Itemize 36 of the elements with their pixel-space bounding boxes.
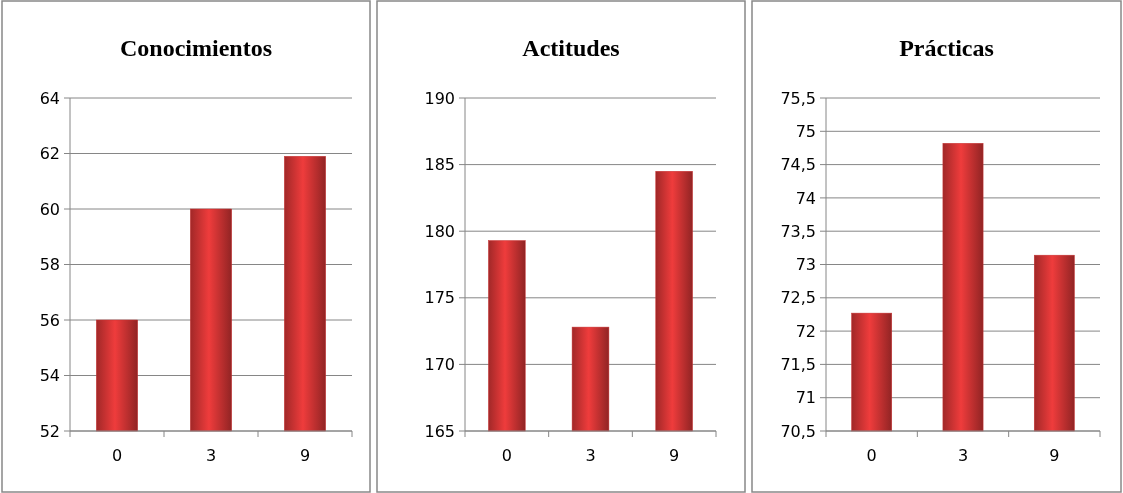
y-tick-label: 54	[39, 366, 60, 386]
y-tick-label: 72	[795, 321, 816, 341]
y-tick-label: 74	[795, 188, 816, 208]
y-tick-label: 64	[39, 88, 60, 108]
y-tick-label: 175	[424, 288, 455, 308]
y-tick-label: 60	[39, 199, 60, 219]
y-tick-label: 56	[39, 310, 60, 330]
y-tick-label: 75	[795, 121, 816, 141]
y-tick-label: 170	[424, 355, 455, 374]
y-tick-label: 58	[39, 255, 60, 275]
x-tick-label: 9	[299, 446, 311, 465]
y-tick-label: 73	[795, 255, 816, 275]
y-tick-label: 185	[424, 155, 455, 175]
y-tick-label: 71,5	[780, 355, 816, 374]
chart-title: Actitudes	[522, 35, 620, 61]
y-tick-label: 165	[424, 421, 455, 441]
y-tick-label: 180	[424, 221, 455, 241]
x-tick-label: 3	[957, 446, 969, 465]
x-tick-label: 9	[1049, 446, 1060, 465]
x-tick-label: 0	[866, 446, 877, 465]
x-tick-label: 3	[205, 446, 217, 465]
y-tick-label: 73,5	[780, 221, 816, 241]
x-tick-label: 9	[669, 446, 680, 465]
x-tick-label: 0	[501, 446, 512, 465]
chart-title: Conocimientos	[120, 35, 272, 61]
y-tick-label: 190	[424, 88, 455, 108]
y-tick-label: 52	[39, 421, 60, 441]
y-tick-label: 75,5	[780, 88, 816, 108]
y-tick-label: 62	[39, 144, 60, 164]
y-tick-label: 72,5	[780, 288, 816, 308]
chart-title: Prácticas	[899, 35, 994, 61]
x-tick-label: 3	[585, 446, 596, 465]
y-tick-label: 71	[795, 388, 816, 408]
x-tick-label: 0	[111, 446, 123, 465]
y-tick-label: 74,5	[780, 155, 816, 175]
y-tick-label: 70,5	[780, 421, 816, 441]
